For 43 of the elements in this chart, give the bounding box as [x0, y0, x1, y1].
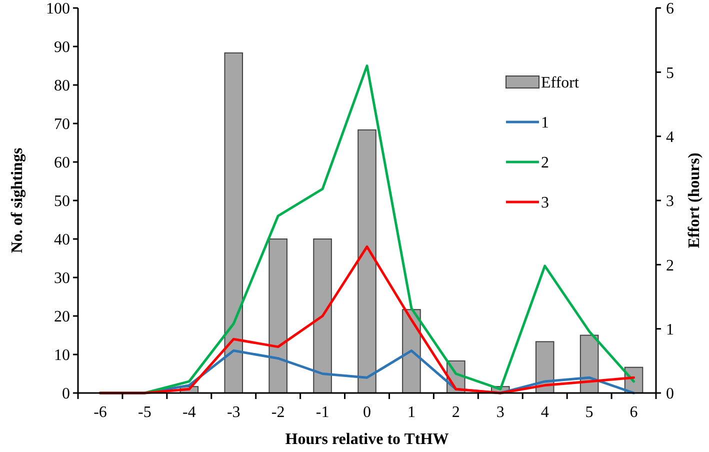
y2-tick-label: 4 [666, 128, 674, 146]
y-tick-label: 50 [54, 193, 70, 210]
x-axis-title: Hours relative to TtHW [285, 431, 449, 448]
y2-axis-title: Effort (hours) [686, 152, 703, 248]
y2-tick-label: 1 [666, 321, 674, 338]
bar [268, 238, 288, 394]
y-axis-title: No. of sightings [9, 148, 26, 254]
x-tick-label: -4 [182, 404, 196, 421]
x-tick-label: -3 [226, 404, 240, 421]
x-tick-label: 2 [452, 404, 460, 421]
y-tick-label: 30 [54, 270, 70, 288]
x-tick-label: 5 [585, 404, 594, 421]
x-tick-label: 1 [407, 404, 416, 421]
x-tick-label: -1 [316, 404, 330, 421]
bar [358, 129, 376, 394]
bar [224, 52, 244, 394]
y2-tick-label: 6 [666, 0, 674, 18]
y-tick-label: 80 [54, 78, 70, 95]
y-tick-label: 0 [62, 386, 70, 403]
y2-tick-label: 2 [666, 257, 674, 274]
x-tick-label: 6 [630, 404, 638, 421]
x-tick-label: 0 [363, 404, 371, 421]
line-series [98, 245, 636, 394]
y-tick-label: 10 [54, 347, 70, 364]
bar [313, 238, 332, 394]
legend-label: 2 [541, 154, 549, 172]
y-tick-label: 20 [54, 308, 70, 326]
y2-tick-label: 5 [666, 64, 674, 82]
y-tick-label: 60 [54, 154, 70, 172]
y2-tick-label: 0 [666, 386, 674, 403]
y2-tick-label: 3 [666, 193, 674, 210]
x-tick-label: 3 [496, 404, 504, 421]
legend-label: 1 [541, 114, 549, 132]
x-tick-label: -5 [138, 404, 152, 421]
y-tick-label: 70 [54, 116, 70, 134]
x-tick-label: -2 [271, 404, 285, 421]
legend-label: Effort [541, 74, 580, 92]
x-tick-label: 4 [540, 404, 549, 421]
y-tick-label: 90 [54, 39, 70, 56]
y-tick-label: 100 [46, 0, 70, 18]
y-tick-label: 40 [54, 232, 70, 249]
x-tick-label: -6 [94, 404, 107, 421]
legend-label: 3 [541, 194, 549, 212]
